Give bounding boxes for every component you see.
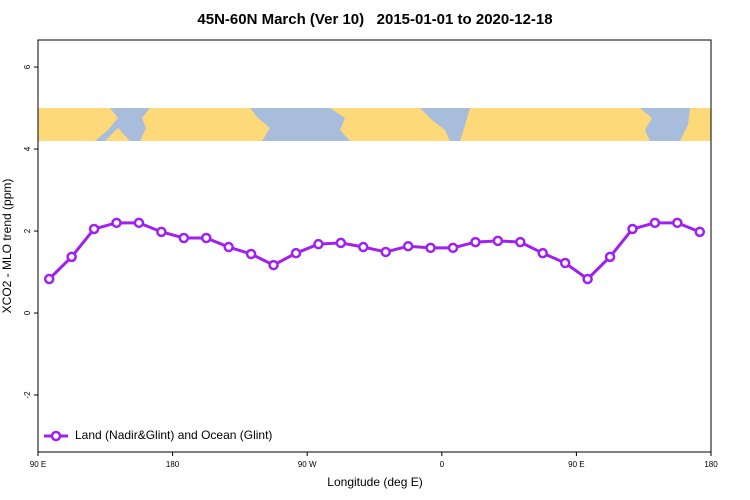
data-point <box>672 217 683 229</box>
series-line <box>48 221 701 281</box>
data-point <box>694 226 706 238</box>
data-point <box>470 236 481 248</box>
x-tick-label: 180 <box>704 460 718 469</box>
data-point <box>290 247 302 259</box>
y-tick-label: 4 <box>23 146 32 151</box>
map-strip <box>38 108 711 141</box>
data-point <box>425 242 436 254</box>
data-point <box>604 251 616 263</box>
x-tick-label: 180 <box>166 460 180 469</box>
data-point <box>66 251 77 263</box>
data-point <box>335 237 347 249</box>
data-point <box>559 257 571 269</box>
data-point <box>111 217 122 229</box>
data-point <box>537 247 548 259</box>
x-tick-label: 0 <box>440 460 445 469</box>
x-tick-label: 90 E <box>30 460 46 469</box>
data-point <box>627 223 638 235</box>
data-point <box>313 238 324 250</box>
data-point <box>245 248 257 260</box>
data-point <box>402 240 414 252</box>
y-tick-label: 0 <box>23 310 32 315</box>
x-axis-label: Longitude (deg E) <box>327 475 422 489</box>
chart-title: 45N-60N March (Ver 10) 2015-01-01 to 202… <box>197 11 552 28</box>
data-point <box>201 232 212 244</box>
data-point <box>88 223 100 235</box>
y-axis-label: XCO2 - MLO trend (ppm) <box>0 179 14 314</box>
data-point <box>649 217 661 229</box>
data-point <box>156 226 167 238</box>
y-tick-label: 6 <box>23 64 32 69</box>
data-point <box>268 259 279 271</box>
data-point <box>43 273 55 285</box>
y-tick-label: -2 <box>23 391 32 399</box>
data-point <box>492 235 504 247</box>
data-point <box>358 241 369 253</box>
data-point <box>447 242 459 254</box>
x-tick-label: 90 W <box>298 460 317 469</box>
data-point <box>515 236 526 248</box>
legend-label: Land (Nadir&Glint) and Ocean (Glint) <box>75 428 272 442</box>
x-tick-label: 90 E <box>568 460 584 469</box>
data-point <box>223 241 234 253</box>
data-point <box>380 246 391 258</box>
data-point <box>582 273 593 285</box>
y-tick-label: 2 <box>23 228 32 233</box>
legend-marker <box>50 430 62 442</box>
data-point <box>178 232 190 244</box>
data-point <box>133 217 145 229</box>
plot-frame <box>37 39 712 453</box>
